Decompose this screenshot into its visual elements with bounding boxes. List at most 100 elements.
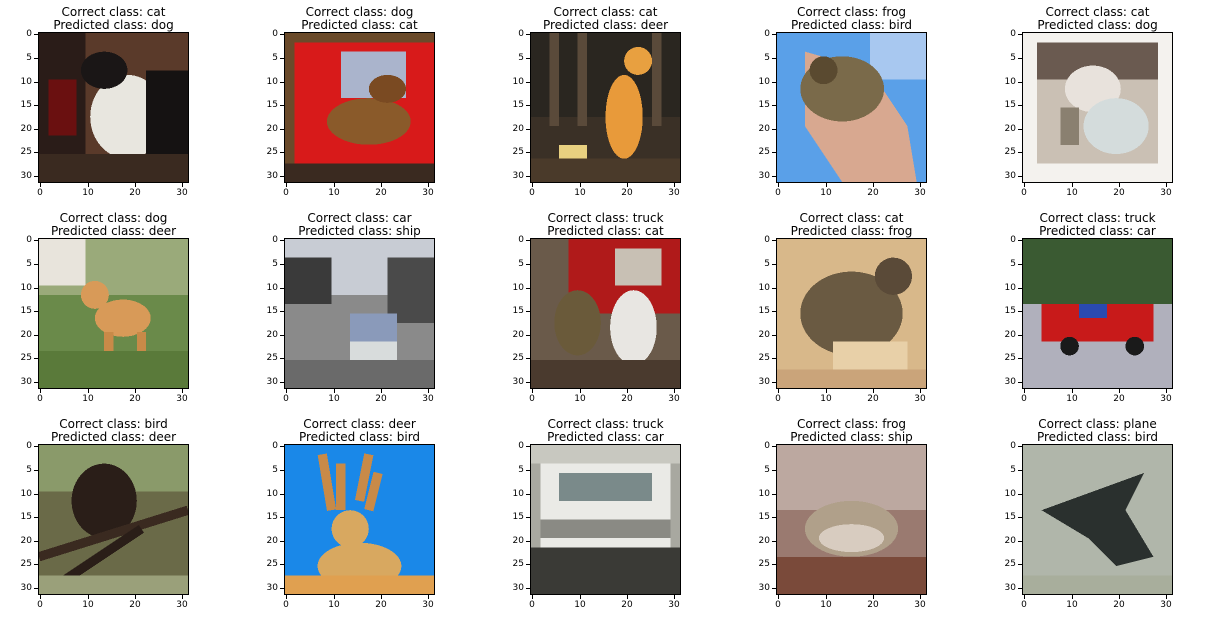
y-tick [526,264,530,265]
x-tick-label: 30 [668,188,680,198]
y-tick [280,470,284,471]
x-tick [182,183,183,187]
predicted-class-label: Predicted class: bird [790,18,913,32]
y-tick-label: 15 [20,100,32,110]
x-tick-label: 30 [914,188,926,198]
x-tick-label: 0 [529,188,535,198]
y-tick-label: 10 [512,77,524,87]
y-tick [1018,152,1022,153]
y-tick-label: 5 [1010,259,1016,269]
y-tick-label: 20 [512,124,524,134]
y-tick-label: 10 [20,489,32,499]
y-tick-label: 20 [1004,536,1016,546]
y-tick-label: 30 [512,583,524,593]
y-tick [526,358,530,359]
x-tick-label: 10 [328,600,340,610]
x-tick [920,389,921,393]
x-tick [627,595,628,599]
x-tick [40,183,41,187]
y-tick [526,105,530,106]
y-tick [772,264,776,265]
y-tick-label: 5 [272,53,278,63]
image-thumbnail [776,238,927,389]
y-tick [1018,105,1022,106]
image-thumbnail [38,238,189,389]
correct-class-label: Correct class: frog [796,417,907,431]
x-tick-label: 20 [1113,394,1125,404]
x-tick [334,183,335,187]
y-tick [1018,264,1022,265]
y-tick [280,152,284,153]
y-tick-label: 25 [758,353,770,363]
x-tick [286,183,287,187]
x-tick-label: 0 [37,188,43,198]
y-tick-label: 0 [26,441,32,451]
y-tick-label: 25 [266,353,278,363]
y-tick [280,517,284,518]
x-tick [286,389,287,393]
x-tick [1119,183,1120,187]
y-tick [280,564,284,565]
y-tick-label: 15 [512,100,524,110]
x-tick [532,389,533,393]
y-tick-label: 0 [764,29,770,39]
correct-class-label: Correct class: plane [1038,417,1157,431]
y-tick [1018,470,1022,471]
thumbnail-panel: Correct class: truck Predicted class: car… [513,416,722,616]
image-thumbnail [530,238,681,389]
y-tick-label: 30 [20,171,32,181]
y-tick-label: 25 [512,353,524,363]
x-tick-label: 10 [1066,600,1078,610]
x-tick-label: 10 [574,394,586,404]
y-tick [526,58,530,59]
y-tick-label: 0 [1010,235,1016,245]
x-tick [88,389,89,393]
thumbnail-panel: Correct class: dog Predicted class: cat 0 5… [267,4,476,204]
y-tick-label: 10 [758,77,770,87]
y-tick-label: 0 [26,235,32,245]
y-tick [280,240,284,241]
y-tick [280,358,284,359]
y-tick-label: 10 [20,77,32,87]
x-tick [381,389,382,393]
predicted-class-label: Predicted class: deer [542,18,669,32]
y-tick [1018,311,1022,312]
y-tick-label: 15 [20,306,32,316]
x-tick [286,595,287,599]
x-tick-label: 30 [668,394,680,404]
x-tick [627,389,628,393]
y-tick-label: 5 [764,465,770,475]
y-tick [34,517,38,518]
y-tick [772,470,776,471]
y-tick-label: 15 [266,100,278,110]
y-tick-label: 30 [20,583,32,593]
y-tick [526,470,530,471]
image-thumbnail [1022,238,1173,389]
y-tick-label: 20 [20,330,32,340]
x-tick [778,183,779,187]
y-tick-label: 30 [758,171,770,181]
y-tick-label: 20 [758,536,770,546]
thumbnail-panel: Correct class: cat Predicted class: dog 0 5… [1005,4,1214,204]
y-tick [1018,34,1022,35]
y-tick [34,335,38,336]
y-tick-label: 25 [758,147,770,157]
predicted-class-label: Predicted class: frog [790,224,913,238]
y-tick-label: 15 [1004,512,1016,522]
y-tick-label: 15 [266,512,278,522]
y-tick-label: 5 [1010,53,1016,63]
x-tick-label: 0 [775,600,781,610]
y-tick-label: 5 [26,259,32,269]
y-tick [772,82,776,83]
y-tick [772,588,776,589]
y-tick-label: 20 [512,536,524,546]
x-tick-label: 0 [283,394,289,404]
y-tick [772,105,776,106]
y-tick-label: 20 [266,330,278,340]
y-tick-label: 5 [272,465,278,475]
x-tick [1024,183,1025,187]
y-tick-label: 10 [512,489,524,499]
y-tick [526,564,530,565]
x-tick [826,389,827,393]
predicted-class-label: Predicted class: ship [790,430,913,444]
